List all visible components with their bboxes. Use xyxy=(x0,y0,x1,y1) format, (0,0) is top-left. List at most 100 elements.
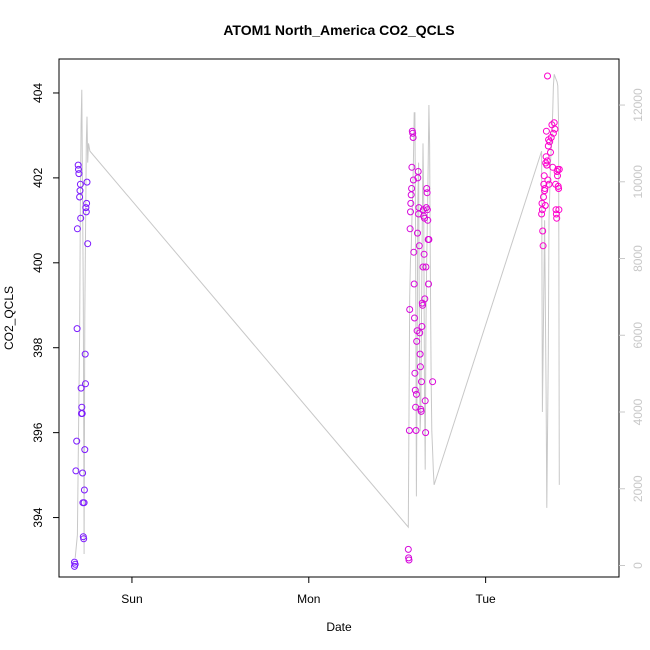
data-point xyxy=(423,185,431,192)
data-point xyxy=(78,410,86,417)
data-point xyxy=(420,250,428,258)
y-tick-label: 402 xyxy=(31,168,45,188)
data-point xyxy=(79,469,87,477)
data-point xyxy=(81,446,89,454)
y2-tick-label: 0 xyxy=(631,562,645,569)
data-point xyxy=(552,206,560,214)
data-point xyxy=(75,170,83,178)
x-axis: Sun Mon Tue xyxy=(121,577,496,606)
data-point xyxy=(73,325,81,333)
data-point xyxy=(405,556,413,564)
data-point xyxy=(81,350,89,358)
data-point xyxy=(543,157,551,165)
data-point xyxy=(538,206,546,214)
data-point xyxy=(541,202,549,209)
y-tick-label: 400 xyxy=(31,252,45,272)
data-point xyxy=(419,301,427,309)
data-point xyxy=(408,163,416,171)
data-point xyxy=(405,427,413,434)
data-point xyxy=(424,216,432,224)
data-point xyxy=(416,363,424,371)
data-point xyxy=(546,138,554,146)
y2-tick-label: 4000 xyxy=(631,398,645,425)
data-point xyxy=(415,242,423,250)
data-point xyxy=(80,499,88,507)
data-point xyxy=(83,199,91,207)
y-tick-label: 396 xyxy=(31,422,45,442)
data-point xyxy=(77,214,85,222)
data-point xyxy=(425,236,433,243)
data-point xyxy=(429,378,437,386)
data-point xyxy=(409,134,417,141)
data-point xyxy=(410,280,418,288)
y-tick-label: 398 xyxy=(31,337,45,357)
data-point xyxy=(75,165,82,173)
data-point xyxy=(419,263,427,271)
y-axis-label: CO2_QCLS xyxy=(2,286,16,350)
data-point xyxy=(544,176,552,184)
data-point xyxy=(555,206,563,214)
altitude-line-layer xyxy=(74,74,560,558)
data-point xyxy=(418,378,425,386)
data-point xyxy=(547,134,555,141)
y2-tick-label: 10000 xyxy=(631,165,645,199)
data-point xyxy=(409,129,417,137)
data-point xyxy=(80,486,88,494)
data-point xyxy=(412,427,420,434)
data-point xyxy=(406,306,414,313)
data-point xyxy=(421,397,429,405)
data-point xyxy=(543,161,551,169)
data-point xyxy=(76,180,84,188)
y2-tick-label: 2000 xyxy=(631,475,645,502)
data-point xyxy=(541,185,549,192)
data-point xyxy=(72,467,80,475)
data-point xyxy=(407,208,414,216)
y2-tick-label: 12000 xyxy=(631,88,645,122)
data-point xyxy=(549,129,557,137)
data-point xyxy=(408,185,416,192)
data-point xyxy=(73,437,81,445)
data-point xyxy=(417,407,425,415)
data-point xyxy=(540,193,547,201)
data-point xyxy=(409,176,417,184)
data-point xyxy=(407,191,415,199)
data-point xyxy=(77,384,85,392)
data-point xyxy=(80,535,88,543)
data-point xyxy=(538,210,546,218)
data-point xyxy=(414,229,421,237)
y2-tick-label: 6000 xyxy=(631,322,645,349)
data-point xyxy=(421,295,429,303)
data-point xyxy=(542,153,550,161)
data-point xyxy=(406,225,414,233)
data-point xyxy=(82,204,90,212)
y-tick-label: 394 xyxy=(31,507,45,527)
data-point xyxy=(539,227,547,235)
data-point xyxy=(412,390,420,398)
data-point xyxy=(73,225,81,233)
data-point xyxy=(404,545,412,553)
y2-axis: 0 2000 4000 6000 8000 10000 12000 xyxy=(619,88,645,569)
data-point xyxy=(82,380,89,388)
chart-title: ATOM1 North_America CO2_QCLS xyxy=(223,22,454,38)
data-point xyxy=(423,206,431,214)
data-point xyxy=(84,240,92,248)
data-point xyxy=(411,314,418,322)
data-point xyxy=(555,165,563,173)
data-point xyxy=(415,204,423,212)
data-point xyxy=(71,560,79,568)
y-axis: 394 396 398 400 402 404 xyxy=(31,83,59,528)
data-point xyxy=(74,161,82,169)
x-tick-label: Sun xyxy=(121,592,142,606)
data-point xyxy=(422,429,430,437)
data-points-layer xyxy=(71,72,563,570)
data-point xyxy=(418,323,426,330)
data-point xyxy=(416,350,424,358)
data-point xyxy=(425,280,432,288)
x-tick-label: Mon xyxy=(297,592,320,606)
plot-frame xyxy=(58,58,620,578)
data-point xyxy=(544,72,551,80)
data-point xyxy=(540,172,548,180)
data-point xyxy=(416,329,424,337)
data-point xyxy=(410,248,418,256)
